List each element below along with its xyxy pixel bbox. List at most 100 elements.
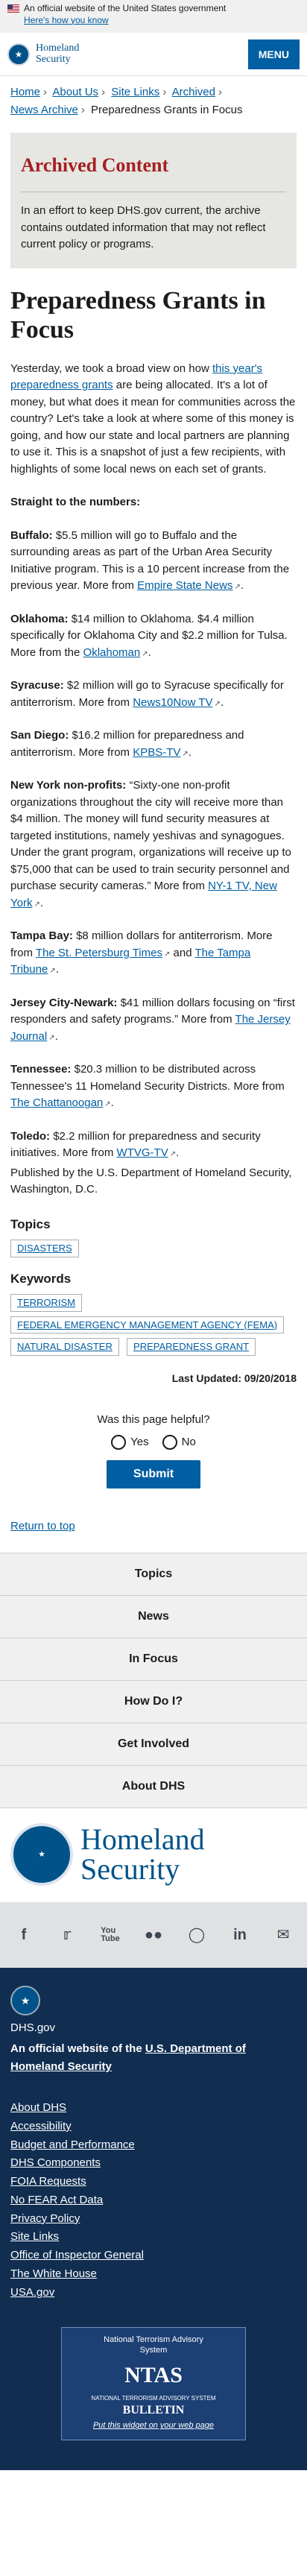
grant-item: San Diego: $16.2 million for preparednes… (10, 729, 244, 759)
source-link[interactable]: Oklahoman (83, 645, 141, 659)
external-link-icon: ↗ (163, 950, 171, 959)
footer-site-name: DHS.gov (10, 2021, 56, 2035)
return-to-top-link[interactable]: Return to top (10, 1519, 75, 1532)
grant-item: Syracuse: $2 million will go to Syracuse… (10, 679, 284, 709)
external-link-icon: ↗ (104, 1100, 111, 1109)
footer-nav-in-focus[interactable]: In Focus (0, 1638, 307, 1680)
grant-item: Tennessee: $20.3 million to be distribut… (10, 1063, 285, 1110)
source-link[interactable]: Empire State News (137, 579, 233, 593)
source-link[interactable]: The Tampa Tribune (10, 946, 251, 976)
breadcrumb-site-links[interactable]: Site Links (111, 86, 160, 98)
linkedin-icon[interactable]: in (233, 1927, 247, 1944)
breadcrumb-home[interactable]: Home (10, 86, 41, 98)
footer-link[interactable]: USA.gov (10, 2285, 55, 2299)
footer-link[interactable]: About DHS (10, 2101, 67, 2115)
footer-link[interactable]: No FEAR Act Data (10, 2193, 104, 2206)
footer-link[interactable]: The White House (10, 2267, 97, 2280)
archive-title: Archived Content (21, 151, 286, 192)
preparedness-grants-link[interactable]: this year's preparedness grants (10, 362, 263, 392)
submit-button[interactable]: Submit (106, 1459, 201, 1489)
us-flag-icon (7, 4, 19, 13)
instagram-icon[interactable]: ◯ (188, 1927, 206, 1944)
footer-link[interactable]: Budget and Performance (10, 2138, 135, 2151)
source-link[interactable]: The Jersey Journal (10, 1013, 291, 1043)
source-link[interactable]: NY-1 TV, New York (10, 880, 277, 909)
yes-radio[interactable]: Yes (111, 1434, 149, 1451)
breadcrumb: Home › About Us › Site Links › Archived › Ne… (10, 86, 243, 116)
tag-disasters[interactable]: DISASTERS (10, 1240, 79, 1257)
source-link[interactable]: The Chattanoogan (10, 1096, 104, 1110)
source-link[interactable]: KPBS-TV (133, 745, 181, 759)
subhead: Straight to the numbers: (10, 496, 141, 509)
footer-nav-topics[interactable]: Topics (0, 1553, 307, 1595)
ntas-widget-link[interactable]: Put this widget on your web page (92, 2421, 215, 2431)
heres-how-link[interactable]: Here's how you know (24, 14, 109, 25)
keywords-heading: Keywords (10, 1271, 72, 1286)
youtube-icon[interactable]: You Tube (101, 1926, 120, 1944)
footer-link[interactable]: Office of Inspector General (10, 2249, 144, 2262)
footer-logo-line1: Homeland (80, 1822, 205, 1857)
tag-natural-disaster[interactable]: NATURAL DISASTER (10, 1338, 119, 1356)
flickr-icon[interactable]: ●● (144, 1927, 163, 1944)
footer-link[interactable]: Privacy Policy (10, 2212, 80, 2225)
tag-fema[interactable]: FEDERAL EMERGENCY MANAGEMENT AGENCY (FEM… (10, 1316, 285, 1334)
logo-line1: Homeland (36, 42, 80, 54)
footer-link[interactable]: Accessibility (10, 2119, 72, 2133)
grant-items: Buffalo: $5.5 million will go to Buffalo… (10, 528, 297, 1162)
no-radio[interactable]: No (162, 1434, 196, 1451)
footer-link[interactable]: FOIA Requests (10, 2175, 86, 2188)
external-link-icon: ↗ (142, 649, 148, 658)
main-content: Preparedness Grants in Focus Yesterday, … (0, 286, 307, 1489)
breadcrumb-about-us[interactable]: About Us (52, 86, 99, 98)
external-link-icon: ↗ (169, 1150, 177, 1159)
tag-terrorism[interactable]: TERRORISM (10, 1294, 82, 1312)
ntas-widget[interactable]: National Terrorism Advisory System NTAS … (61, 2327, 246, 2440)
footer-nav: Topics News In Focus How Do I? Get Invol… (0, 1553, 307, 1808)
external-link-icon: ↗ (48, 1033, 55, 1042)
footer-nav-about-dhs[interactable]: About DHS (0, 1765, 307, 1808)
last-updated: Last Updated: 09/20/2018 (171, 1371, 297, 1384)
ntas-logo: NTAS (124, 2362, 183, 2387)
grant-item: Tampa Bay: $8 million dollars for antite… (10, 929, 273, 976)
footer-logo-area: ★ Homeland Security (0, 1808, 307, 1897)
source-link[interactable]: WTVG-TV (116, 1146, 168, 1160)
topics-heading: Topics (10, 1216, 51, 1231)
topics-tags: DISASTERS (10, 1240, 297, 1262)
dhs-logo[interactable]: ★ Homeland Security (7, 42, 80, 66)
external-link-icon: ↗ (214, 699, 221, 708)
menu-button[interactable]: MENU (247, 39, 300, 69)
archive-text: In an effort to keep DHS.gov current, th… (21, 204, 266, 250)
external-link-icon: ↗ (49, 967, 56, 976)
feedback-question: Was this page helpful? (97, 1412, 210, 1426)
keyword-tags: TERRORISM FEDERAL EMERGENCY MANAGEMENT A… (10, 1294, 297, 1360)
email-icon[interactable]: ✉ (276, 1927, 290, 1944)
breadcrumb-archived[interactable]: Archived (171, 86, 215, 98)
dhs-seal-large-icon: ★ (10, 1823, 73, 1887)
site-header: ★ Homeland Security MENU (0, 33, 307, 76)
footer-link[interactable]: DHS Components (10, 2156, 101, 2170)
footer-nav-how-do-i[interactable]: How Do I? (0, 1680, 307, 1723)
tag-preparedness-grant[interactable]: PREPAREDNESS GRANT (127, 1338, 256, 1356)
external-link-icon: ↗ (182, 749, 189, 758)
footer-nav-news[interactable]: News (0, 1595, 307, 1638)
dhs-official-link[interactable]: U.S. Department of Homeland Security (10, 2042, 246, 2074)
social-links: f 𝕣 You Tube ●● ◯ in ✉ (0, 1902, 307, 1969)
grant-item: Buffalo: $5.5 million will go to Buffalo… (10, 528, 290, 593)
footer-official-text: An official website of the U.S. Departme… (10, 2042, 246, 2074)
intro-paragraph: Yesterday, we took a broad view on how t… (10, 362, 296, 476)
grant-item: Toledo: $2.2 million for preparedness an… (10, 1129, 261, 1160)
grant-item: Oklahoma: $14 million to Oklahoma. $4.4 … (10, 612, 288, 659)
external-link-icon: ↗ (34, 900, 40, 909)
facebook-icon[interactable]: f (21, 1927, 27, 1944)
footer-link[interactable]: Site Links (10, 2230, 60, 2244)
source-link[interactable]: The St. Petersburg Times (35, 946, 162, 959)
breadcrumb-current: Preparedness Grants in Focus (91, 104, 243, 116)
grant-item: Jersey City-Newark: $41 million dollars … (10, 996, 295, 1043)
published-by: Published by the U.S. Department of Home… (10, 1166, 292, 1196)
footer-dhs-logo[interactable]: ★ Homeland Security (10, 1822, 297, 1887)
footer-nav-get-involved[interactable]: Get Involved (0, 1723, 307, 1765)
gov-banner: An official website of the United States… (0, 0, 307, 33)
source-link[interactable]: News10Now TV (133, 695, 213, 709)
breadcrumb-news-archive[interactable]: News Archive (10, 104, 78, 116)
twitter-icon[interactable]: 𝕣 (63, 1927, 72, 1944)
